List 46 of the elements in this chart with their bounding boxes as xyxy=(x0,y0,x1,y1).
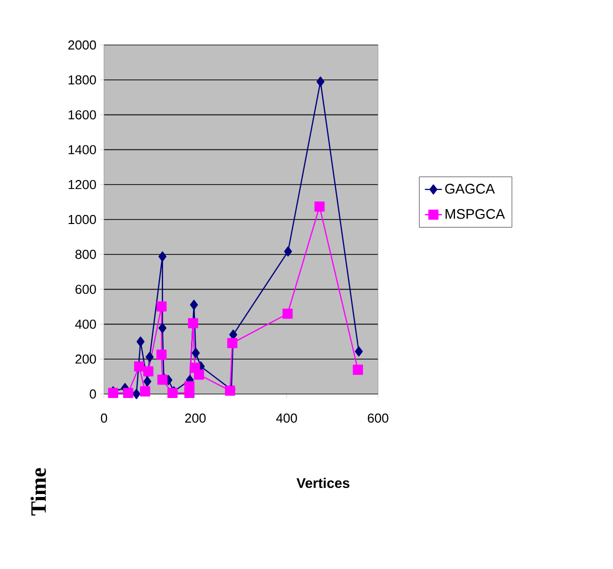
point xyxy=(123,388,134,398)
point xyxy=(158,251,166,262)
legend-label: MSPGCA xyxy=(446,209,505,219)
point xyxy=(314,202,325,212)
y-tick-label: 600 xyxy=(76,284,96,294)
point xyxy=(156,350,167,360)
point xyxy=(190,300,198,310)
y-tick-label: 1600 xyxy=(68,110,96,120)
point xyxy=(143,366,154,376)
point xyxy=(132,388,140,400)
y-tick-label: 0 xyxy=(90,389,96,399)
point xyxy=(354,346,363,356)
y-tick-label: 1000 xyxy=(68,214,96,224)
x-tick-label: 200 xyxy=(185,414,206,423)
y-tick-label: 800 xyxy=(75,250,96,259)
point xyxy=(134,361,144,372)
point xyxy=(146,352,154,362)
point xyxy=(140,386,150,396)
point xyxy=(224,386,236,396)
point xyxy=(156,301,167,312)
y-tick-label: 200 xyxy=(76,354,96,364)
point xyxy=(192,348,200,358)
y-tick-label: 1800 xyxy=(68,75,96,84)
point xyxy=(316,76,324,87)
x-tick-label: 600 xyxy=(368,414,388,423)
x-tick-label: 400 xyxy=(276,414,297,423)
y-tick-label: 400 xyxy=(75,320,96,329)
point xyxy=(227,338,238,348)
y-tick-label: 2000 xyxy=(68,40,96,50)
point xyxy=(157,374,168,385)
point xyxy=(158,322,166,334)
legend-label: GAGCA xyxy=(445,184,495,194)
point xyxy=(136,336,144,347)
point xyxy=(143,376,152,387)
x-axis-title: Vertices xyxy=(296,478,350,488)
point xyxy=(194,370,204,380)
point xyxy=(167,388,178,398)
y-tick-label: 1200 xyxy=(68,180,96,190)
point xyxy=(352,364,363,375)
y-tick-label: 1400 xyxy=(68,145,96,154)
point xyxy=(282,308,293,319)
point xyxy=(184,381,194,392)
point xyxy=(188,318,198,328)
x-tick-label: 0 xyxy=(100,414,108,423)
y-axis-title: Time xyxy=(30,468,46,516)
point xyxy=(284,246,292,257)
